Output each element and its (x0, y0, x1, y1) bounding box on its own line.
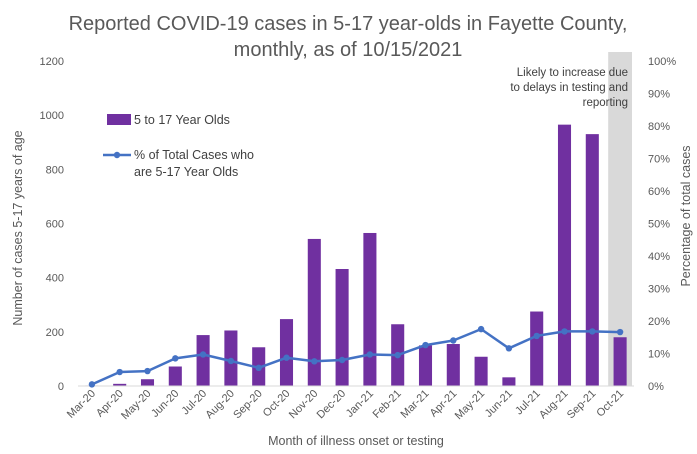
shaded-region-rect (608, 52, 632, 386)
x-tick-label: May-21 (453, 388, 487, 422)
line-series (88, 325, 624, 388)
y2-tick-label: 70% (648, 154, 670, 166)
line-point (199, 351, 207, 358)
line-point (561, 328, 568, 335)
bar (446, 344, 460, 386)
x-tick-label: Jan-21 (344, 388, 376, 420)
x-tick-label: Dec-20 (315, 388, 349, 422)
axis-labels: Month of illness onset or testing Number … (11, 130, 693, 448)
line-point (88, 381, 96, 388)
x-tick-label: Nov-20 (287, 388, 321, 422)
annotation-text: Likely to increase due (517, 67, 628, 79)
chart-title-line: monthly, as of 10/15/2021 (234, 39, 463, 61)
y-tick-label: 1000 (40, 110, 64, 122)
shaded-region (608, 52, 632, 386)
x-tick-label: Mar-20 (65, 388, 98, 421)
bar (168, 366, 182, 386)
y2-tick-label: 90% (648, 89, 670, 101)
y2-tick-label: 80% (648, 121, 670, 133)
x-tick-label: Aug-20 (203, 388, 237, 422)
y-tick-label: 1200 (40, 56, 64, 68)
x-axis-ticks: Mar-20Apr-20May-20Jun-20Jul-20Aug-20Sep-… (65, 388, 626, 422)
y-axis-right: 0% 10% 20% 30% 40% 50% 60% 70% 80% 90% 100% (648, 56, 676, 393)
y-axis-left: 0 200 400 600 800 1000 1200 (40, 56, 64, 393)
x-tick-label: Jun-20 (149, 388, 181, 420)
y2-tick-label: 40% (648, 251, 670, 263)
bar (502, 377, 516, 386)
legend-line-label: are 5-17 Year Olds (134, 165, 238, 179)
bar (335, 269, 349, 386)
y-tick-label: 800 (46, 164, 64, 176)
bar (279, 319, 294, 386)
bar (307, 238, 321, 386)
y-tick-label: 0 (58, 381, 64, 393)
line-point (366, 351, 374, 358)
x-tick-label: Feb-21 (371, 388, 404, 421)
y-tick-label: 600 (46, 219, 64, 231)
legend-line-marker (113, 151, 121, 159)
line-point (116, 368, 123, 376)
line-point (450, 337, 457, 344)
annotation-text: to delays in testing and (510, 82, 628, 94)
y2-tick-label: 0% (648, 381, 664, 393)
y-tick-label: 400 (46, 273, 64, 285)
series-line (91, 327, 621, 386)
line-point (338, 356, 346, 364)
line-point (227, 357, 235, 365)
line-point (255, 364, 262, 371)
x-tick-label: Sep-20 (231, 388, 265, 422)
x-tick-label: Aug-21 (537, 388, 571, 422)
line-point (422, 341, 429, 349)
line-point (616, 328, 624, 336)
chart-title: Reported COVID-19 cases in 5-17 year-old… (69, 13, 628, 61)
legend: 5 to 17 Year Olds % of Total Cases who are… (103, 113, 254, 179)
x-tick-label: Oct-21 (594, 388, 626, 420)
annotation: Likely to increase due to delays in testi… (510, 67, 628, 109)
x-tick-label: Sep-21 (565, 388, 599, 422)
x-tick-label: Mar-21 (398, 388, 431, 421)
bar (140, 379, 155, 386)
annotation-text: reporting (583, 97, 628, 109)
bar (418, 345, 433, 386)
line-point (589, 328, 596, 335)
line-point (533, 332, 540, 340)
line-point (394, 351, 401, 359)
bar (613, 337, 627, 386)
y2-tick-label: 20% (648, 316, 670, 328)
line-point (311, 358, 318, 365)
y-axis-label: Number of cases 5-17 years of age (11, 130, 25, 325)
line-point (477, 325, 485, 333)
y-tick-label: 200 (46, 327, 64, 339)
bar-series (85, 124, 627, 386)
x-tick-label: May-20 (119, 388, 153, 422)
y2-tick-label: 100% (648, 56, 676, 68)
x-tick-label: Jun-21 (483, 388, 515, 420)
bar (113, 383, 127, 386)
line-point (505, 345, 513, 352)
y2-tick-label: 50% (648, 219, 670, 231)
legend-bar-label: 5 to 17 Year Olds (134, 113, 230, 127)
legend-bar-swatch (107, 114, 131, 125)
y2-axis-label: Percentage of total cases (679, 145, 693, 286)
y2-tick-label: 10% (648, 349, 670, 361)
bar (557, 124, 572, 386)
y2-tick-label: 60% (648, 186, 670, 198)
y2-tick-label: 30% (648, 284, 670, 296)
line-point (172, 355, 179, 362)
bar (585, 134, 599, 386)
bar (196, 335, 210, 386)
x-axis-label: Month of illness onset or testing (268, 434, 444, 448)
chart-title-line: Reported COVID-19 cases in 5-17 year-old… (69, 13, 628, 35)
legend-line-label: % of Total Cases who (134, 148, 254, 162)
bar (474, 356, 488, 386)
line-point (144, 367, 151, 375)
bar (363, 232, 377, 386)
line-point (283, 354, 290, 361)
bar (530, 311, 544, 386)
